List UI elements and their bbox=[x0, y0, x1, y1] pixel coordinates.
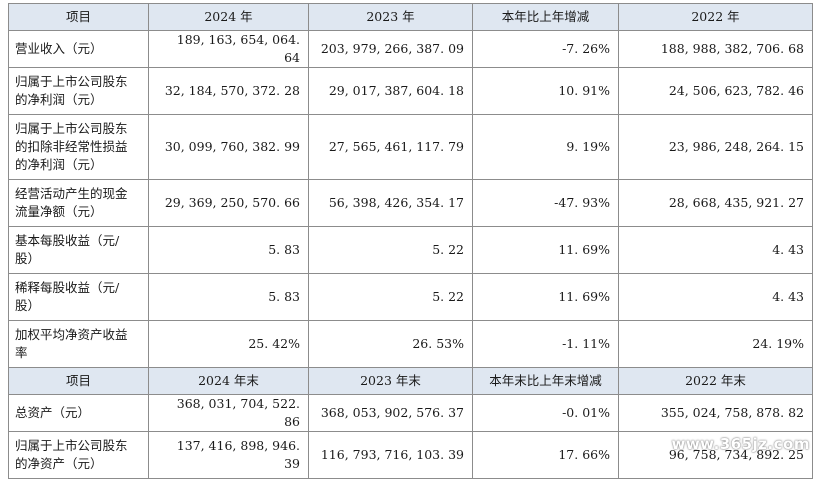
value-cell: 26. 53% bbox=[308, 320, 473, 368]
column-header: 2022 年 bbox=[618, 3, 813, 31]
column-header: 项目 bbox=[8, 367, 149, 395]
value-cell: 29, 369, 250, 570. 66 bbox=[148, 179, 309, 227]
row-label: 加权平均净资产收益率 bbox=[8, 320, 149, 368]
value-cell: 11. 69% bbox=[472, 226, 619, 274]
table-header-row: 项目 2024 年 2023 年本年比上年增减 2022 年 bbox=[8, 3, 813, 31]
row-label-line: 基本每股收益（元/ bbox=[15, 233, 120, 248]
row-label: 基本每股收益（元/股） bbox=[8, 226, 149, 274]
value-cell: -47. 93% bbox=[472, 179, 619, 227]
row-label-line: 归属于上市公司股东 bbox=[15, 74, 128, 89]
row-label-line: 股） bbox=[15, 298, 41, 313]
row-label-line: 率 bbox=[15, 345, 28, 360]
value-cell: 189, 163, 654, 064. 64 bbox=[148, 30, 309, 68]
value-cell: 23, 986, 248, 264. 15 bbox=[618, 114, 813, 180]
row-label: 稀释每股收益（元/股） bbox=[8, 273, 149, 321]
table-row: 总资产（元） 368, 031, 704, 522. 86 368, 053, 90… bbox=[8, 394, 813, 432]
column-header: 项目 bbox=[8, 3, 149, 31]
value-cell: -1. 11% bbox=[472, 320, 619, 368]
value-cell: 24, 506, 623, 782. 46 bbox=[618, 67, 813, 115]
value-cell: 188, 988, 382, 706. 68 bbox=[618, 30, 813, 68]
value-cell: 28, 668, 435, 921. 27 bbox=[618, 179, 813, 227]
table-row: 基本每股收益（元/股） 5. 83 5. 22 11. 69% 4. 43 bbox=[8, 226, 813, 274]
financial-table-container: 项目 2024 年 2023 年本年比上年增减 2022 年营业收入（元） 189, 1… bbox=[8, 3, 813, 479]
row-label-line: 总资产（元） bbox=[15, 405, 91, 420]
row-label: 归属于上市公司股东 的扣除非经常性损益 的净利润（元） bbox=[8, 114, 149, 180]
value-cell: 355, 024, 758, 878. 82 bbox=[618, 394, 813, 432]
value-cell: 5. 22 bbox=[308, 226, 473, 274]
column-header: 2024 年 bbox=[148, 3, 309, 31]
row-label-line: 经营活动产生的现金 bbox=[15, 186, 128, 201]
row-label-line: 的净利润（元） bbox=[15, 157, 103, 172]
table-row: 加权平均净资产收益率 25. 42% 26. 53% -1. 11% 24. 19% bbox=[8, 320, 813, 368]
table-header-row: 项目 2024 年末 2023 年末 本年末比上年末增减 2022 年末 bbox=[8, 367, 813, 395]
table-row: 稀释每股收益（元/股） 5. 83 5. 22 11. 69% 4. 43 bbox=[8, 273, 813, 321]
row-label-line: 的扣除非经常性损益 bbox=[15, 139, 128, 154]
value-cell: 27, 565, 461, 117. 79 bbox=[308, 114, 473, 180]
value-cell: 4. 43 bbox=[618, 226, 813, 274]
value-cell: -0. 01% bbox=[472, 394, 619, 432]
row-label: 归属于上市公司股东 的净利润（元） bbox=[8, 67, 149, 115]
row-label-line: 加权平均净资产收益 bbox=[15, 327, 128, 342]
table-row: 营业收入（元） 189, 163, 654, 064. 64 203, 979, 2… bbox=[8, 30, 813, 68]
value-cell: 30, 099, 760, 382. 99 bbox=[148, 114, 309, 180]
row-label-line: 归属于上市公司股东 bbox=[15, 121, 128, 136]
value-cell: 116, 793, 716, 103. 39 bbox=[308, 431, 473, 479]
column-header: 本年末比上年末增减 bbox=[472, 367, 619, 395]
financial-summary-table: 项目 2024 年 2023 年本年比上年增减 2022 年营业收入（元） 189, 1… bbox=[8, 3, 813, 479]
row-label-line: 股） bbox=[15, 251, 41, 266]
value-cell: 4. 43 bbox=[618, 273, 813, 321]
row-label: 经营活动产生的现金 流量净额（元） bbox=[8, 179, 149, 227]
column-header: 2023 年 bbox=[308, 3, 473, 31]
table-row: 归属于上市公司股东 的净利润（元） 32, 184, 570, 372. 28 29,… bbox=[8, 67, 813, 115]
row-label: 营业收入（元） bbox=[8, 30, 149, 68]
column-header: 2023 年末 bbox=[308, 367, 473, 395]
value-cell: 11. 69% bbox=[472, 273, 619, 321]
row-label: 归属于上市公司股东 的净资产（元） bbox=[8, 431, 149, 479]
value-cell: 5. 22 bbox=[308, 273, 473, 321]
row-label-line: 流量净额（元） bbox=[15, 204, 103, 219]
value-cell: 17. 66% bbox=[472, 431, 619, 479]
value-cell: 24. 19% bbox=[618, 320, 813, 368]
value-cell: 203, 979, 266, 387. 09 bbox=[308, 30, 473, 68]
value-cell: 32, 184, 570, 372. 28 bbox=[148, 67, 309, 115]
column-header: 2022 年末 bbox=[618, 367, 813, 395]
column-header: 本年比上年增减 bbox=[472, 3, 619, 31]
table-row: 归属于上市公司股东 的扣除非经常性损益 的净利润（元） 30, 099, 760, 3… bbox=[8, 114, 813, 180]
column-header: 2024 年末 bbox=[148, 367, 309, 395]
row-label: 总资产（元） bbox=[8, 394, 149, 432]
row-label-line: 的净资产（元） bbox=[15, 456, 103, 471]
value-cell: 368, 053, 902, 576. 37 bbox=[308, 394, 473, 432]
value-cell: 25. 42% bbox=[148, 320, 309, 368]
watermark: www.365jz.com bbox=[671, 435, 810, 453]
row-label-line: 营业收入（元） bbox=[15, 41, 103, 56]
value-cell: -7. 26% bbox=[472, 30, 619, 68]
row-label-line: 的净利润（元） bbox=[15, 92, 103, 107]
row-label-line: 稀释每股收益（元/ bbox=[15, 280, 120, 295]
table-row: 经营活动产生的现金 流量净额（元） 29, 369, 250, 570. 66 56,… bbox=[8, 179, 813, 227]
value-cell: 368, 031, 704, 522. 86 bbox=[148, 394, 309, 432]
value-cell: 9. 19% bbox=[472, 114, 619, 180]
value-cell: 29, 017, 387, 604. 18 bbox=[308, 67, 473, 115]
row-label-line: 归属于上市公司股东 bbox=[15, 438, 128, 453]
value-cell: 56, 398, 426, 354. 17 bbox=[308, 179, 473, 227]
value-cell: 5. 83 bbox=[148, 226, 309, 274]
value-cell: 10. 91% bbox=[472, 67, 619, 115]
value-cell: 137, 416, 898, 946. 39 bbox=[148, 431, 309, 479]
value-cell: 5. 83 bbox=[148, 273, 309, 321]
